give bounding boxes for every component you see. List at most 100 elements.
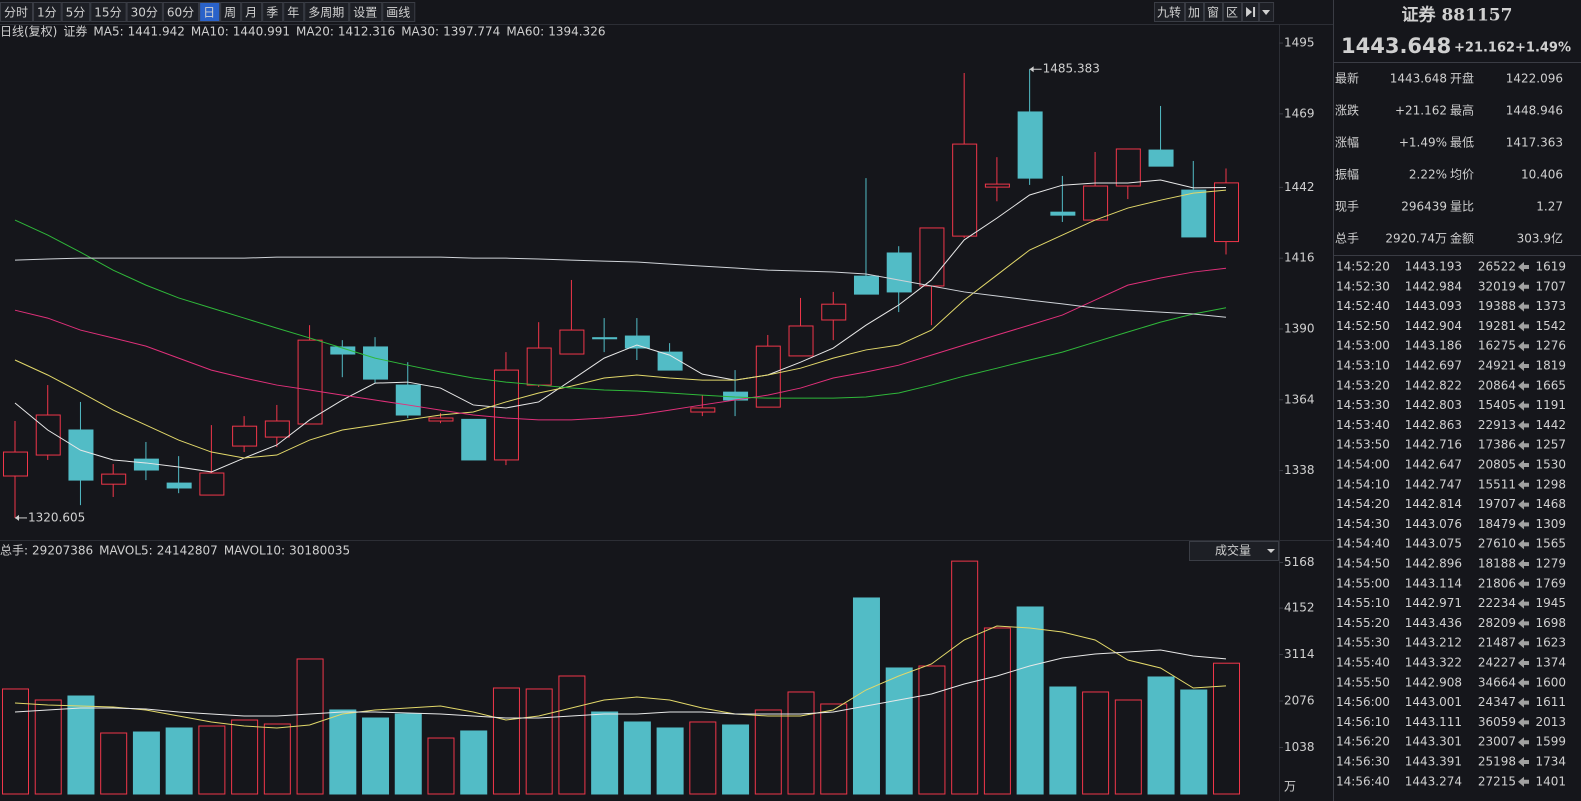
toolbar-button[interactable] [220, 2, 242, 22]
tick-count: 1530 [1535, 458, 1566, 472]
tick-count: 1734 [1535, 755, 1566, 769]
volume-bar [165, 727, 193, 795]
tick-volume: 24227 [1478, 656, 1516, 670]
toolbar-button-label[interactable]: 日 [203, 6, 215, 20]
legend-value: 1394.326 [548, 25, 605, 39]
toolbar-button[interactable] [90, 2, 127, 22]
volume-bar [198, 725, 226, 795]
toolbar-button-label[interactable]: 季 [266, 6, 278, 20]
tick-price: 1442.697 [1405, 359, 1462, 373]
tick-volume: 19388 [1478, 299, 1516, 313]
candle-body [68, 429, 94, 481]
volume-bar [1049, 686, 1077, 795]
toolbar-button[interactable] [126, 2, 163, 22]
tick-price: 1442.803 [1405, 398, 1462, 412]
volume-bar [591, 711, 619, 795]
toolbar-button-label[interactable]: 设置 [353, 6, 377, 20]
tick-count: 1401 [1535, 774, 1566, 788]
candle-body [1181, 189, 1207, 238]
toolbar-tool-label[interactable]: 加 [1188, 6, 1200, 20]
volume-bar [1114, 699, 1142, 795]
toolbar-button-label[interactable]: 1分 [37, 6, 57, 20]
toolbar-tool-label[interactable]: 区 [1226, 6, 1238, 20]
quote-label: 金额 [1450, 231, 1474, 246]
toolbar-button-label[interactable]: 月 [245, 6, 257, 20]
tick-count: 1298 [1535, 477, 1566, 491]
toolbar-button-label[interactable]: 30分 [131, 6, 158, 20]
tick-price: 1442.822 [1405, 378, 1462, 392]
tick-volume: 18188 [1478, 557, 1516, 571]
indicator-selector[interactable] [1189, 541, 1279, 561]
toolbar-tool-label[interactable]: 九转 [1157, 5, 1181, 20]
toolbar-button-label[interactable]: 年 [287, 6, 299, 20]
tick-time: 14:54:10 [1336, 477, 1390, 491]
ma-line [14, 256, 1227, 318]
tick-count: 1542 [1535, 319, 1566, 333]
toolbar-button[interactable] [0, 2, 34, 22]
toolbar-button[interactable] [382, 2, 416, 22]
toolbar-button-label[interactable]: 画线 [386, 6, 410, 20]
tick-time: 14:53:20 [1336, 378, 1390, 392]
toolbar-button[interactable] [61, 2, 91, 22]
tick-count: 1279 [1535, 557, 1566, 571]
candle-body [232, 425, 258, 447]
toolbar-tool[interactable] [1185, 2, 1205, 22]
toolbar-button[interactable] [283, 2, 305, 22]
tick-arrow [1518, 658, 1529, 668]
y-tick-label: 1495 [1284, 36, 1315, 50]
toolbar-button-label[interactable]: 60分 [167, 6, 194, 20]
toolbar-tool-label[interactable]: 窗 [1207, 6, 1219, 20]
toolbar-button[interactable] [162, 2, 200, 22]
volume-bar [132, 731, 160, 795]
tick-arrow [1518, 440, 1529, 451]
volume-bar [1213, 662, 1241, 795]
toolbar-tool[interactable] [1154, 2, 1186, 22]
tick-price: 1443.391 [1405, 755, 1462, 769]
toolbar-tool[interactable] [1223, 2, 1243, 22]
toolbar-button-label[interactable]: 5分 [66, 6, 86, 20]
candle-body [1083, 185, 1109, 221]
tick-arrow [1518, 677, 1529, 688]
toolbar-button[interactable] [304, 2, 350, 22]
toolbar-button-label[interactable]: 周 [224, 6, 236, 20]
toolbar-button-label[interactable]: 分时 [4, 6, 28, 20]
tick-time: 14:53:40 [1336, 418, 1390, 432]
candle-body [1115, 148, 1141, 187]
volume-bar [722, 724, 750, 795]
toolbar-button[interactable] [33, 2, 62, 22]
toolbar-button[interactable] [349, 2, 383, 22]
quote-label: 最低 [1450, 136, 1474, 150]
tick-price: 1442.647 [1405, 458, 1462, 472]
tick-time: 14:56:20 [1336, 735, 1390, 749]
chart-label: 日线(复权) [0, 25, 57, 39]
candle-body [264, 420, 290, 438]
toolbar-button[interactable] [262, 2, 284, 22]
quote-title: 证券 881157 [1402, 5, 1513, 26]
candle-body [297, 339, 323, 425]
legend-name: MA30: [401, 25, 439, 39]
toolbar-button[interactable] [199, 2, 221, 22]
volume-bar [820, 703, 848, 795]
toolbar-button-label[interactable]: 15分 [94, 6, 121, 20]
tick-price: 1443.076 [1405, 517, 1462, 531]
quote-label: 现手 [1335, 200, 1359, 214]
annotation: 1320.605 [28, 510, 85, 524]
quote-value: 1.27 [1536, 200, 1563, 214]
tick-price: 1443.093 [1405, 299, 1462, 313]
tick-price: 1443.274 [1405, 774, 1462, 788]
legend-name: MA60: [506, 25, 544, 39]
quote-label: 最新 [1335, 71, 1359, 86]
toolbar-tool[interactable] [1204, 2, 1224, 22]
volume-bar [885, 667, 913, 795]
tick-volume: 20805 [1478, 458, 1516, 472]
toolbar-button[interactable] [241, 2, 263, 22]
y-tick-label: 1469 [1284, 106, 1315, 120]
toolbar-button-label[interactable]: 多周期 [308, 6, 344, 20]
indicator-selector-label[interactable]: 成交量 [1215, 543, 1251, 558]
tick-volume: 15511 [1478, 477, 1516, 491]
quote-change: +21.162 [1454, 41, 1515, 56]
tick-price: 1442.904 [1405, 319, 1462, 333]
volume-bar [2, 688, 29, 795]
tick-price: 1442.971 [1405, 596, 1462, 610]
